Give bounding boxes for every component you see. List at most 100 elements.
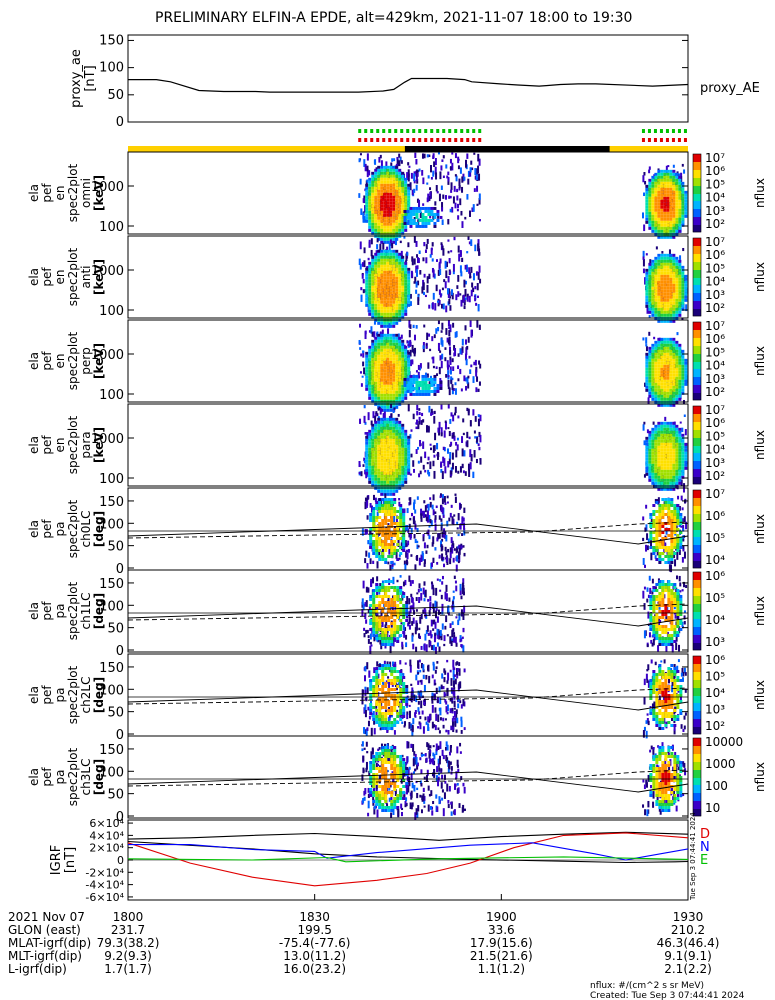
spectrogram-pixel bbox=[403, 380, 407, 384]
spectrogram-pixel bbox=[380, 465, 384, 469]
colorbar-gradient bbox=[693, 218, 701, 220]
spectrogram-pixel bbox=[431, 504, 434, 510]
spectrogram-pixel bbox=[404, 270, 408, 274]
spectrogram-pixel bbox=[681, 202, 685, 206]
colorbar-gradient bbox=[693, 412, 701, 414]
spectrogram-pixel bbox=[369, 534, 373, 537]
spectrogram-pixel bbox=[398, 429, 402, 433]
spectrogram-pixel bbox=[453, 548, 456, 551]
spectrogram-pixel bbox=[672, 355, 676, 359]
spectrogram-pixel bbox=[651, 199, 655, 203]
spectrogram-pixel bbox=[424, 374, 428, 378]
spectrogram-pixel bbox=[390, 534, 394, 537]
spectrogram-pixel bbox=[424, 224, 428, 228]
spectrogram-pixel bbox=[365, 273, 369, 277]
spectrogram-pixel bbox=[360, 287, 363, 291]
spectrogram-pixel bbox=[651, 295, 655, 299]
spectrogram-pixel bbox=[672, 343, 676, 347]
spectrogram-pixel bbox=[436, 383, 440, 387]
spectrogram-pixel bbox=[383, 303, 387, 307]
spectrogram-pixel bbox=[393, 407, 396, 410]
spectrogram-pixel bbox=[472, 471, 475, 479]
spectrogram-pixel bbox=[666, 253, 670, 257]
science-zone-marker bbox=[364, 129, 368, 133]
spectrogram-pixel bbox=[654, 172, 658, 176]
spectrogram-pixel bbox=[386, 324, 390, 328]
spectrogram-pixel bbox=[365, 438, 369, 442]
spectrogram-pixel bbox=[395, 405, 399, 409]
spectrogram-pixel bbox=[446, 337, 449, 343]
spectrogram-pixel bbox=[666, 262, 670, 266]
spectrogram-pixel bbox=[438, 554, 441, 558]
science-zone-marker bbox=[466, 129, 470, 133]
colorbar-tick-label: 10⁴ bbox=[705, 275, 725, 289]
spectrogram-panel bbox=[358, 152, 688, 244]
spectrogram-pixel bbox=[651, 301, 655, 305]
spectrogram-pixel bbox=[417, 169, 420, 173]
spectrogram-pixel bbox=[454, 174, 457, 177]
spectrogram-pixel bbox=[427, 383, 431, 387]
spectrogram-pixel bbox=[660, 259, 664, 263]
spectrogram-pixel bbox=[380, 483, 384, 487]
colorbar-gradient bbox=[693, 271, 701, 273]
spectrogram-pixel bbox=[365, 303, 369, 307]
spectrogram-pixel bbox=[648, 478, 652, 482]
spectrogram-pixel bbox=[657, 433, 661, 437]
spectrogram-pixel bbox=[677, 495, 680, 500]
spectrogram-pixel bbox=[475, 168, 478, 175]
spectrogram-pixel bbox=[643, 192, 646, 197]
spectrogram-pixel bbox=[399, 240, 402, 244]
spectrogram-pixel bbox=[383, 324, 387, 328]
spectrogram-pixel bbox=[427, 212, 431, 216]
spectrogram-pixel bbox=[377, 183, 381, 187]
spectrogram-pixel bbox=[398, 309, 402, 313]
spectrogram-pixel bbox=[441, 553, 444, 558]
spectrogram-pixel bbox=[378, 543, 382, 546]
spectrogram-pixel bbox=[404, 279, 408, 283]
spectrogram-pixel bbox=[658, 516, 662, 519]
spectrogram-pixel bbox=[666, 274, 670, 278]
spectrogram-pixel bbox=[678, 382, 682, 386]
spectrogram-pixel bbox=[412, 392, 416, 396]
spectrogram-pixel bbox=[377, 276, 381, 280]
spectrogram-pixel bbox=[368, 387, 372, 391]
spectrogram-pixel bbox=[393, 158, 396, 162]
spectrogram-pixel bbox=[385, 161, 388, 167]
spectrogram-pixel bbox=[449, 158, 452, 164]
spectrogram-pixel bbox=[374, 415, 377, 423]
spectrogram-pixel bbox=[433, 380, 437, 384]
spectrogram-pixel bbox=[398, 213, 402, 217]
spectrogram-pixel bbox=[377, 435, 381, 439]
spectrogram-pixel bbox=[661, 510, 665, 513]
spectrogram-pixel bbox=[451, 377, 454, 381]
spectrogram-pixel bbox=[427, 386, 431, 390]
spectrogram-pixel bbox=[645, 274, 649, 278]
spectrogram-pixel bbox=[371, 225, 375, 229]
spectrogram-pixel bbox=[389, 372, 393, 376]
colorbar-gradient bbox=[693, 159, 701, 161]
colorbar-gradient bbox=[693, 277, 701, 279]
spectrogram-pixel bbox=[398, 267, 402, 271]
spectrogram-pixel bbox=[395, 378, 399, 382]
spectrogram-pixel bbox=[401, 459, 405, 463]
spectrogram-pixel bbox=[654, 301, 658, 305]
spectrogram-pixel bbox=[436, 300, 439, 303]
spectrogram-pixel bbox=[380, 306, 384, 310]
spectrogram-pixel bbox=[418, 218, 422, 222]
spectrogram-pixel bbox=[648, 286, 652, 290]
spectrogram-pixel bbox=[398, 390, 402, 394]
spectrogram-pixel bbox=[669, 292, 673, 296]
colorbar-gradient bbox=[693, 409, 701, 411]
spectrogram-pixel bbox=[645, 373, 649, 377]
spectrogram-pixel bbox=[444, 347, 447, 350]
spectrogram-pixel bbox=[678, 190, 682, 194]
spectrogram-pixel bbox=[398, 557, 401, 560]
colorbar-gradient bbox=[693, 165, 701, 167]
spectrogram-pixel bbox=[669, 451, 673, 455]
spectrogram-pixel bbox=[361, 273, 364, 279]
spectrogram-pixel bbox=[398, 360, 402, 364]
spectrogram-pixel bbox=[657, 478, 661, 482]
spectrogram-pixel bbox=[645, 460, 649, 464]
spectrogram-pixel bbox=[407, 300, 411, 304]
spectrogram-pixel bbox=[678, 397, 682, 401]
